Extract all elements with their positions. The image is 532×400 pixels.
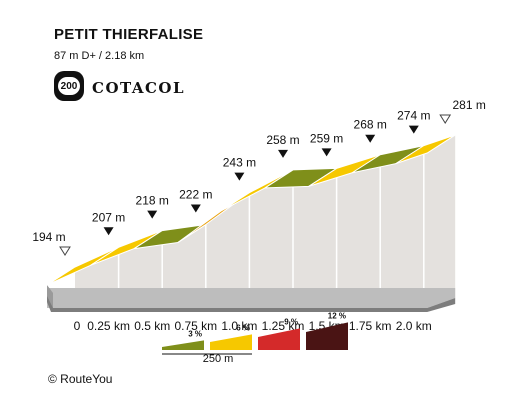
legend-scale-label: 250 m: [203, 353, 234, 365]
elevation-marker-7: [365, 134, 376, 143]
elevation-label-5: 258 m: [266, 133, 299, 147]
elevation-marker-9: [439, 114, 452, 124]
elevation-label-4: 243 m: [223, 156, 256, 170]
elevation-marker-1: [103, 227, 114, 236]
x-tick-label-4: 1.0 km: [221, 319, 257, 333]
legend-swatch-4: [306, 322, 348, 350]
chart-title: PETIT THIERFALISE: [54, 26, 204, 43]
cotacol-badge: 200: [54, 71, 84, 101]
elevation-marker-4: [234, 172, 245, 181]
x-tick-label-3: 0.75 km: [174, 319, 217, 333]
x-tick-label-8: 2.0 km: [396, 319, 432, 333]
legend-swatch-3: [258, 328, 300, 350]
x-tick-label-1: 0.25 km: [87, 319, 130, 333]
brand-logo-text: COTACOL: [92, 79, 186, 97]
copyright-credit: © RouteYou: [48, 372, 113, 386]
profile-base-top: [47, 288, 456, 308]
elevation-label-6: 259 m: [310, 131, 343, 145]
legend-label-3: 9 %: [284, 317, 298, 326]
legend-label-2: 6 %: [236, 323, 250, 332]
legend-label-4: 12 %: [328, 311, 346, 320]
x-tick-label-7: 1.75 km: [349, 319, 392, 333]
profile-side-face: [75, 135, 456, 298]
elevation-label-8: 274 m: [397, 109, 430, 123]
elevation-label-9: 281 m: [453, 98, 486, 112]
elevation-marker-5: [278, 149, 288, 158]
x-tick-label-2: 0.5 km: [134, 319, 170, 333]
elevation-marker-0: [59, 246, 71, 256]
x-tick-label-5: 1.25 km: [262, 319, 305, 333]
elevation-marker-8: [408, 125, 419, 134]
chart-subtitle: 87 m D+ / 2.18 km: [54, 50, 145, 62]
profile-base-edge: [47, 285, 456, 312]
elevation-label-3: 222 m: [179, 188, 212, 202]
legend-label-1: 3 %: [188, 329, 202, 338]
badge-number: 200: [58, 77, 80, 95]
elevation-marker-6: [321, 148, 332, 157]
elevation-label-0: 194 m: [32, 230, 65, 244]
elevation-label-2: 218 m: [136, 194, 169, 208]
elevation-label-1: 207 m: [92, 210, 125, 224]
legend-swatch-2: [210, 334, 252, 350]
elevation-label-7: 268 m: [354, 118, 387, 132]
x-tick-label-0: 0: [74, 319, 81, 333]
elevation-marker-3: [190, 204, 201, 213]
profile-front-cap: [47, 285, 53, 308]
elevation-marker-2: [147, 210, 158, 219]
profile-segment-9: [395, 134, 456, 165]
legend-swatch-1: [162, 340, 204, 350]
